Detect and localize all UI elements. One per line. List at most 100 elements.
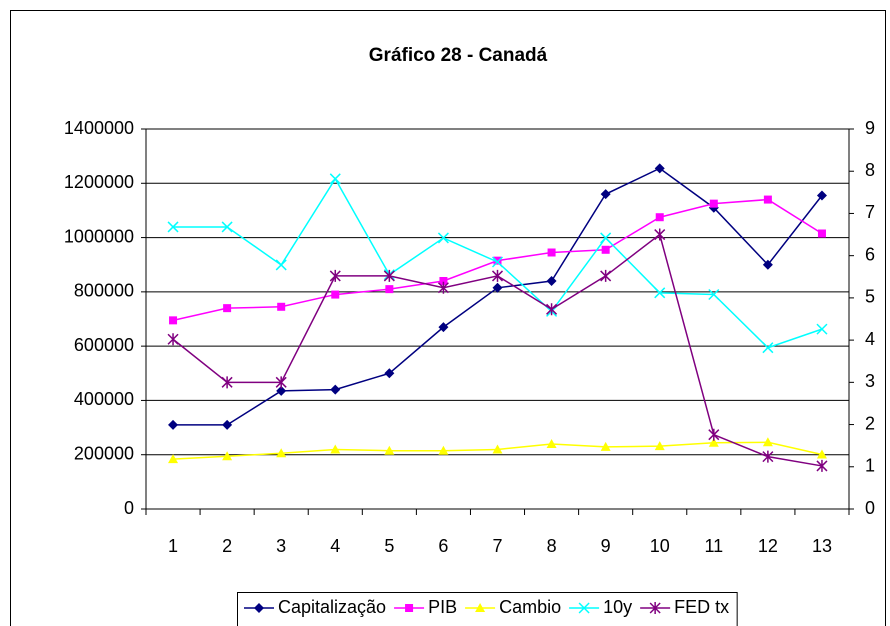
marker: [546, 303, 558, 316]
legend-label: PIB: [428, 597, 457, 617]
marker: [655, 213, 664, 222]
y2-tick-label: 7: [865, 202, 875, 222]
marker: [546, 438, 557, 448]
marker: [708, 428, 720, 441]
marker: [221, 376, 233, 389]
x-tick-label: 13: [812, 536, 832, 556]
marker: [762, 342, 774, 354]
marker: [654, 228, 666, 241]
marker: [222, 451, 233, 461]
marker: [708, 437, 719, 447]
x-tick-label: 10: [650, 536, 670, 556]
marker: [276, 448, 287, 458]
marker: [491, 256, 504, 268]
marker: [578, 602, 590, 614]
x-tick-label: 3: [276, 536, 286, 556]
marker: [816, 190, 827, 201]
y-tick-label: 0: [124, 498, 134, 518]
marker: [221, 221, 233, 233]
y-tick-label: 600000: [74, 335, 134, 355]
marker: [405, 604, 414, 612]
legend: Capitalização PIB Cambio 10y FED tx: [237, 592, 738, 626]
x-tick-label: 5: [384, 536, 394, 556]
x-tick-label: 7: [492, 536, 502, 556]
y2-tick-label: 8: [865, 160, 875, 180]
chart-frame: [10, 10, 886, 626]
y-tick-label: 1000000: [64, 226, 134, 246]
x-tick-label: 8: [547, 536, 557, 556]
marker: [385, 285, 394, 294]
marker: [254, 603, 264, 613]
marker: [439, 277, 448, 285]
marker: [437, 281, 449, 294]
x-tick-label: 4: [330, 536, 340, 556]
chart-title: Gráfico 28 - Canadá: [369, 45, 548, 66]
marker: [600, 269, 612, 282]
marker: [275, 259, 287, 271]
y2-tick-label: 2: [865, 413, 875, 433]
marker: [167, 221, 179, 233]
x-tick-label: 6: [438, 536, 448, 556]
marker: [276, 385, 287, 396]
y2-tick-label: 0: [865, 498, 875, 518]
marker: [654, 287, 666, 299]
legend-label: Capitalização: [278, 597, 386, 617]
marker: [547, 248, 556, 257]
marker: [709, 199, 718, 208]
marker: [762, 259, 773, 270]
y-tick-label: 400000: [74, 389, 134, 409]
legend-label: Cambio: [499, 597, 561, 617]
x-tick-label: 9: [601, 536, 611, 556]
marker: [329, 173, 341, 185]
marker: [654, 163, 665, 174]
marker: [491, 269, 504, 282]
marker: [383, 269, 395, 282]
marker: [762, 450, 774, 463]
marker: [762, 437, 773, 447]
marker: [169, 316, 178, 325]
marker: [168, 419, 179, 430]
marker: [330, 444, 341, 454]
marker: [492, 444, 503, 454]
y2-tick-label: 4: [865, 329, 875, 349]
marker: [329, 269, 341, 282]
marker: [223, 304, 232, 313]
y-tick-label: 800000: [74, 281, 134, 301]
marker: [438, 322, 449, 333]
marker: [492, 282, 503, 293]
marker: [708, 288, 720, 301]
y2-tick-label: 5: [865, 287, 875, 307]
marker: [277, 302, 286, 311]
marker: [546, 276, 557, 286]
y2-tick-label: 1: [865, 456, 875, 476]
marker: [275, 376, 287, 389]
marker: [168, 454, 179, 464]
marker: [222, 419, 233, 430]
marker: [763, 195, 772, 204]
marker: [475, 603, 486, 612]
marker: [384, 368, 395, 379]
y-tick-label: 200000: [74, 443, 134, 463]
marker: [438, 445, 449, 455]
x-tick-label: 11: [704, 536, 723, 556]
marker: [330, 384, 341, 395]
marker: [331, 290, 340, 299]
marker: [600, 189, 611, 200]
legend-label: FED tx: [674, 597, 729, 617]
y-tick-label: 1400000: [64, 118, 134, 138]
marker: [600, 441, 611, 451]
x-tick-label: 1: [168, 536, 178, 556]
y-tick-label: 1200000: [64, 172, 134, 192]
marker: [654, 441, 665, 451]
marker: [649, 602, 661, 614]
marker: [384, 445, 395, 455]
marker: [816, 323, 828, 335]
y2-tick-label: 6: [865, 244, 875, 264]
marker: [437, 232, 449, 244]
y2-tick-label: 9: [865, 118, 875, 138]
marker: [816, 459, 828, 472]
marker: [601, 245, 610, 254]
legend-label: 10y: [603, 597, 632, 617]
